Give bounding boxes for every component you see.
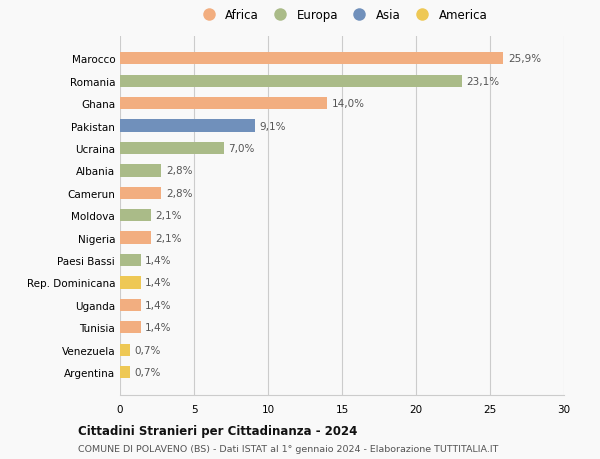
Text: 7,0%: 7,0% xyxy=(228,144,254,154)
Bar xyxy=(120,210,151,222)
Text: 23,1%: 23,1% xyxy=(466,77,499,86)
Bar xyxy=(120,366,130,379)
Bar xyxy=(120,277,141,289)
Text: 9,1%: 9,1% xyxy=(259,121,286,131)
Bar xyxy=(120,53,503,65)
Text: 2,1%: 2,1% xyxy=(155,211,182,221)
Text: 14,0%: 14,0% xyxy=(332,99,365,109)
Text: 2,8%: 2,8% xyxy=(166,188,193,198)
Text: COMUNE DI POLAVENO (BS) - Dati ISTAT al 1° gennaio 2024 - Elaborazione TUTTITALI: COMUNE DI POLAVENO (BS) - Dati ISTAT al … xyxy=(78,444,499,453)
Bar xyxy=(120,254,141,267)
Text: 1,4%: 1,4% xyxy=(145,278,172,288)
Bar xyxy=(120,344,130,356)
Bar xyxy=(120,321,141,334)
Bar xyxy=(120,75,462,88)
Text: 0,7%: 0,7% xyxy=(135,345,161,355)
Bar xyxy=(120,165,161,177)
Text: 2,1%: 2,1% xyxy=(155,233,182,243)
Bar xyxy=(120,98,327,110)
Bar xyxy=(120,299,141,311)
Bar xyxy=(120,142,224,155)
Text: Cittadini Stranieri per Cittadinanza - 2024: Cittadini Stranieri per Cittadinanza - 2… xyxy=(78,424,358,437)
Text: 2,8%: 2,8% xyxy=(166,166,193,176)
Bar xyxy=(120,232,151,244)
Legend: Africa, Europa, Asia, America: Africa, Europa, Asia, America xyxy=(194,7,490,24)
Text: 25,9%: 25,9% xyxy=(508,54,541,64)
Text: 0,7%: 0,7% xyxy=(135,367,161,377)
Bar xyxy=(120,120,254,132)
Text: 1,4%: 1,4% xyxy=(145,300,172,310)
Text: 1,4%: 1,4% xyxy=(145,323,172,333)
Text: 1,4%: 1,4% xyxy=(145,256,172,265)
Bar xyxy=(120,187,161,200)
